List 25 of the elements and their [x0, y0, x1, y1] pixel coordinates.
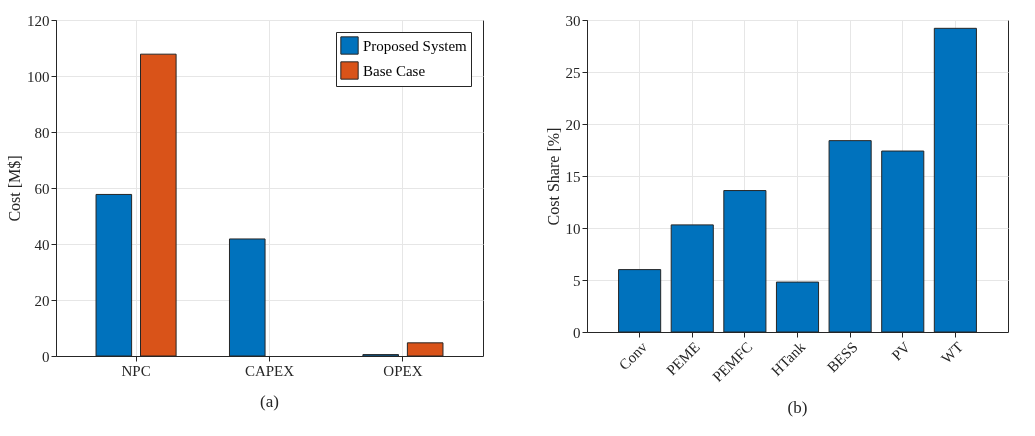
y-tick-label: 25: [565, 64, 581, 81]
x-tick-label: WT: [938, 338, 966, 367]
y-tick-label: 20: [565, 116, 581, 133]
y-tick-label: 120: [27, 12, 50, 29]
y-tick-label: 0: [42, 348, 50, 365]
y-tick-label: 100: [27, 68, 50, 85]
legend-label: Base Case: [363, 62, 426, 79]
y-axis-title: Cost Share [%]: [544, 127, 562, 226]
y-axis-title: Cost [M$]: [6, 155, 23, 222]
y-tick-label: 80: [34, 124, 50, 141]
y-tick-label: 40: [34, 236, 50, 253]
y-tick-label: 5: [573, 272, 581, 289]
y-tick-label: 15: [565, 168, 581, 185]
legend-label: Proposed System: [363, 37, 468, 54]
x-tick-label: CAPEX: [244, 362, 295, 379]
x-tick-label: PV: [888, 338, 914, 364]
x-tick-label: OPEX: [383, 362, 423, 379]
text: (b): [787, 398, 808, 418]
x-tick-label: NPC: [121, 362, 151, 379]
y-tick-label: 20: [34, 292, 50, 309]
y-tick-label: 30: [565, 12, 581, 29]
text: (a): [260, 392, 279, 411]
y-tick-label: 10: [565, 220, 581, 237]
y-tick-label: 60: [34, 180, 50, 197]
y-tick-label: 0: [573, 324, 581, 341]
